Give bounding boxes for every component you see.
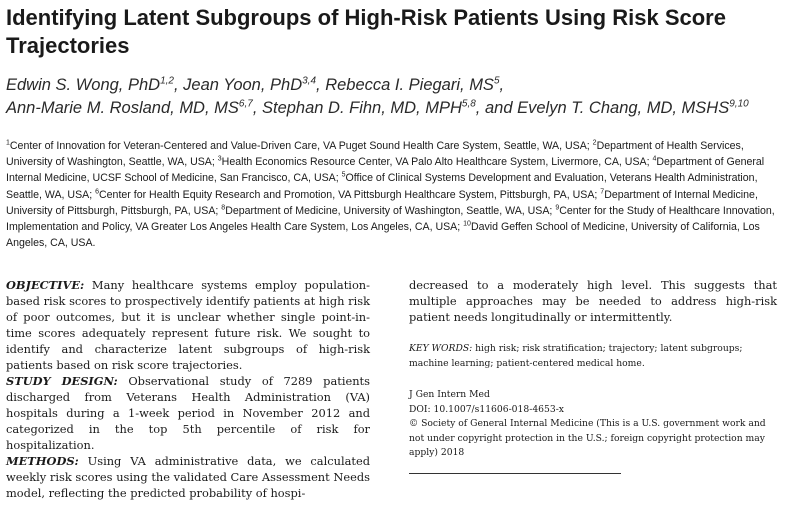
keywords-label: KEY WORDS: [409, 343, 473, 354]
author-separator: , [252, 99, 262, 117]
affiliation-text: Center for the Study of Healthcare Innov… [6, 204, 775, 234]
abstract-section-text: Using VA administrative data, we calcula… [6, 454, 370, 500]
affiliation-text: Department of Internal Medicine, Univers… [6, 188, 758, 217]
affiliation-number: 8 [221, 204, 226, 212]
affiliation-text: Office of Clinical Systems Development a… [6, 172, 758, 201]
divider-rule [409, 473, 621, 474]
affiliation-text: Department of General Internal Medicine,… [6, 156, 765, 185]
abstract-section-label: OBJECTIVE: [6, 278, 85, 292]
affiliation-number: 7 [600, 188, 605, 196]
affiliation-number: 1 [6, 139, 10, 147]
affiliations: 1Center of Innovation for Veteran-Center… [6, 138, 780, 251]
doi: DOI: 10.1007/s11606-018-4653-x [409, 403, 564, 415]
abstract-section-text: Many healthcare systems employ populatio… [6, 278, 370, 372]
author-name: Evelyn T. Chang, MD, MSHS [517, 99, 730, 117]
journal-name: J Gen Intern Med [409, 389, 490, 400]
affiliation-text: Center of Innovation for Veteran-Centere… [9, 140, 593, 152]
author-affiliation-marker: 9,10 [729, 98, 749, 110]
abstract-section-label: METHODS: [6, 454, 79, 468]
affiliation-text: Health Economics Resource Center, VA Pal… [221, 156, 653, 169]
affiliation-text: Department of Medicine, University of Wa… [225, 204, 556, 217]
author-affiliation-marker: 3,4 [302, 75, 317, 87]
author-separator: , [173, 76, 184, 94]
affiliation-number: 2 [592, 139, 597, 147]
author-list: Edwin S. Wong, PhD1,2, Jean Yoon, PhD3,4… [6, 74, 782, 120]
author-name: Jean Yoon, PhD [183, 76, 303, 94]
author-separator: , and [475, 99, 518, 117]
publication-info: J Gen Intern Med DOI: 10.1007/s11606-018… [409, 388, 777, 461]
affiliation-text: Department of Health Services, Universit… [6, 140, 744, 169]
author-affiliation-marker: 1,2 [160, 75, 174, 87]
affiliation-number: 4 [652, 155, 657, 163]
abstract-section: STUDY DESIGN: Observational study of 728… [6, 373, 370, 453]
affiliation-text: Center for Health Equity Research and Pr… [99, 188, 601, 201]
affiliation-text: David Geffen School of Medicine, Univers… [6, 221, 760, 250]
author-affiliation-marker: 5 [493, 75, 500, 87]
abstract-section-text: Observational study of 7289 patients dis… [6, 374, 370, 452]
affiliation-number: 9 [555, 204, 560, 212]
author-separator: , [499, 76, 505, 94]
copyright-notice: © Society of General Internal Medicine (… [409, 418, 766, 458]
abstract-section: METHODS: Using VA administrative data, w… [6, 453, 370, 501]
author-name: Rebecca I. Piegari, MS [325, 76, 494, 94]
abstract-continuation: decreased to a moderately high level. Th… [409, 278, 777, 324]
affiliation-number: 6 [95, 188, 100, 196]
keywords: KEY WORDS: high risk; risk stratificatio… [409, 342, 777, 371]
abstract-section-label: STUDY DESIGN: [6, 374, 118, 388]
author-separator: , [316, 76, 326, 94]
affiliation-number: 5 [341, 171, 346, 179]
affiliation-number: 3 [217, 155, 222, 163]
author-affiliation-marker: 6,7 [238, 98, 253, 110]
abstract-right-column: decreased to a moderately high level. Th… [409, 277, 777, 474]
abstract-section: OBJECTIVE: Many healthcare systems emplo… [6, 277, 370, 373]
author-affiliation-marker: 5,8 [461, 98, 476, 110]
article-title: Identifying Latent Subgroups of High-Ris… [6, 5, 726, 58]
affiliation-number: 10 [463, 220, 471, 228]
author-name: Stephan D. Fihn, MD, MPH [261, 99, 462, 117]
keywords-text: high risk; risk stratification; trajecto… [409, 343, 743, 369]
author-name: Edwin S. Wong, PhD [6, 76, 161, 94]
author-name: Ann-Marie M. Rosland, MD, MS [6, 99, 239, 117]
abstract-left-column: OBJECTIVE: Many healthcare systems emplo… [6, 277, 370, 501]
